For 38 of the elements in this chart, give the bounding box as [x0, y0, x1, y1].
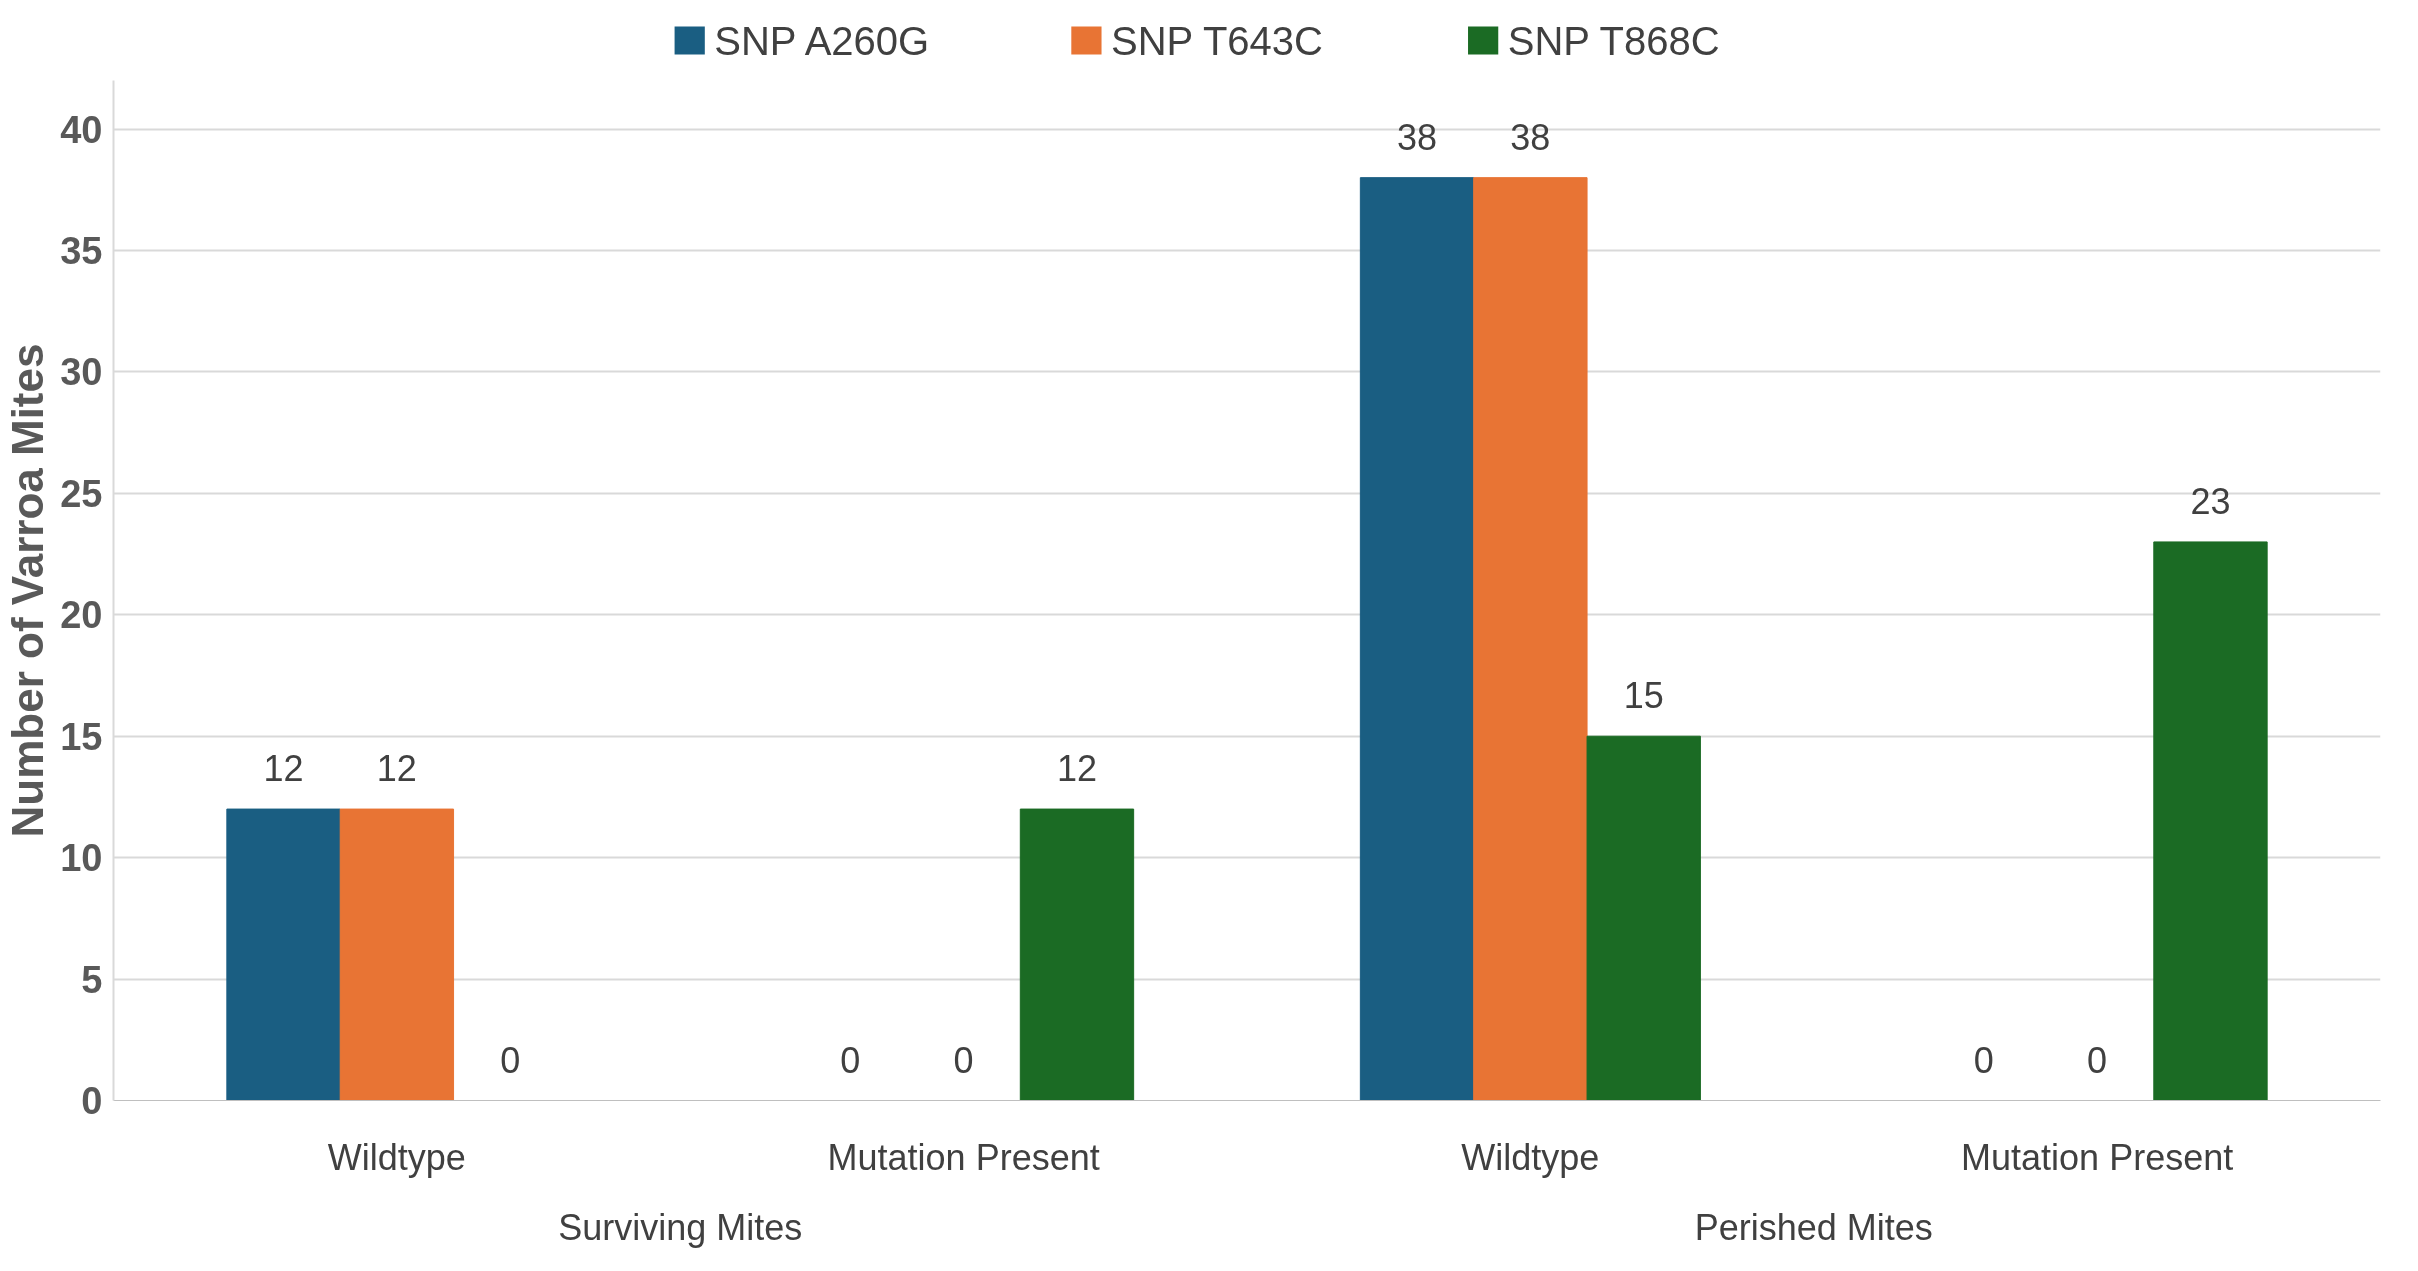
- data-label: 0: [2087, 1039, 2108, 1081]
- legend-label: SNP A260G: [714, 18, 930, 63]
- x-tick-label: Mutation Present: [1961, 1136, 2234, 1178]
- x-tick-label: Wildtype: [327, 1136, 466, 1178]
- text: Perished Mites: [1694, 1206, 1933, 1248]
- data-label: 0: [500, 1039, 521, 1081]
- y-tick-label: 40: [60, 108, 103, 151]
- y-tick-label: 30: [60, 351, 103, 394]
- y-tick-label: 25: [60, 472, 103, 515]
- bar: [1473, 177, 1588, 1101]
- y-tick-label: 15: [60, 715, 103, 758]
- y-tick-label: 5: [81, 958, 103, 1001]
- y-tick-label: 10: [60, 837, 103, 880]
- data-label: 12: [263, 748, 304, 790]
- bar: [2153, 541, 2268, 1101]
- y-tick-label: 20: [60, 594, 103, 637]
- bar: [339, 808, 455, 1101]
- text: Surviving Mites: [558, 1206, 803, 1248]
- y-axis-title: Number of Varroa Mites: [3, 343, 53, 838]
- data-label: 12: [376, 748, 417, 790]
- bar: [1359, 177, 1475, 1101]
- x-tick-label: Wildtype: [1461, 1136, 1600, 1178]
- legend-label: SNP T868C: [1507, 18, 1720, 63]
- y-tick-label: 35: [60, 230, 103, 272]
- bar: [226, 808, 341, 1101]
- y-tick-label: 0: [81, 1080, 103, 1122]
- bar: [1019, 808, 1135, 1101]
- data-label: 38: [1510, 116, 1551, 158]
- x-tick-label: Mutation Present: [827, 1136, 1100, 1178]
- data-label: 12: [1056, 748, 1097, 790]
- data-label: 0: [953, 1039, 974, 1081]
- legend-label: SNP T643C: [1110, 18, 1323, 63]
- data-label: 0: [1973, 1039, 1994, 1081]
- data-label: 38: [1397, 116, 1438, 158]
- data-label: 0: [840, 1039, 861, 1081]
- bar: [1586, 735, 1701, 1101]
- data-label: 23: [2190, 480, 2231, 522]
- data-label: 15: [1623, 675, 1664, 717]
